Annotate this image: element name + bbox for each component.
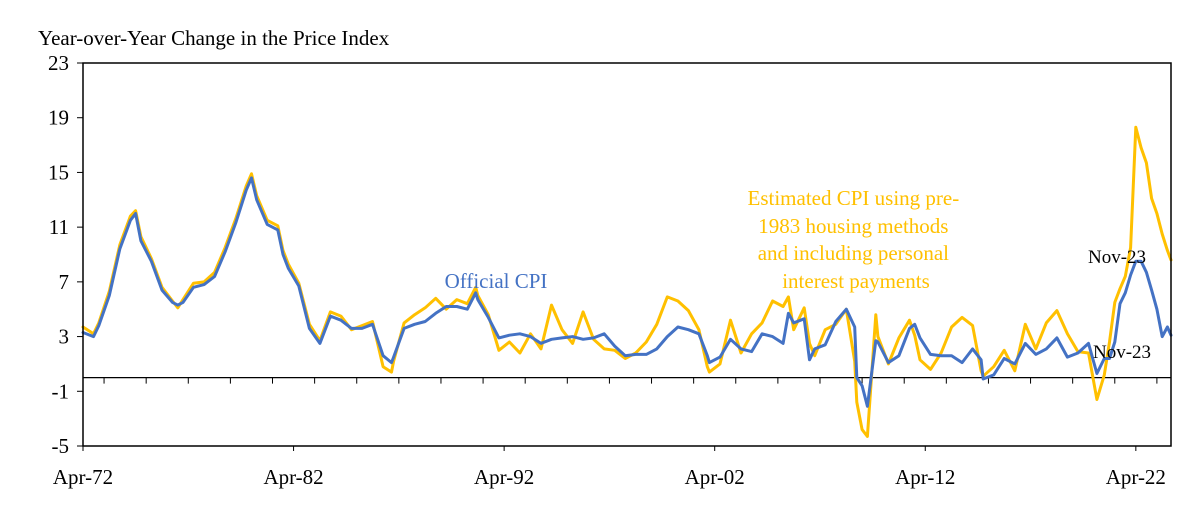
official-cpi-label: Official CPI [445,269,548,293]
x-axis: Apr-72 Apr-82 Apr-92 Apr-02 Apr-12 Apr-22 [53,446,1166,489]
estimated-cpi-line [81,125,1173,438]
nov-23-estimated-label: Nov-23 [1088,247,1146,268]
x-tick-label: Apr-02 [685,465,745,489]
nov-23-official-label: Nov-23 [1093,342,1151,363]
plot-frame [82,62,1172,447]
y-tick-label: 11 [49,215,69,239]
estimated-cpi-label-line-4: interest payments [782,269,930,293]
y-tick-label: -5 [52,434,70,458]
x-tick-label: Apr-22 [1106,465,1166,489]
estimated-cpi-label-line-1: Estimated CPI using pre- [748,186,960,210]
y-tick-label: 15 [48,160,69,184]
estimated-cpi-label: Estimated CPI using pre- 1983 housing me… [748,186,965,293]
estimated-cpi-label-line-3: and including personal [758,241,949,265]
y-tick-label: 7 [59,270,70,294]
y-tick-label: 19 [48,106,69,130]
series-layer [81,125,1173,438]
y-tick-label: 3 [59,325,70,349]
x-tick-label: Apr-82 [263,465,323,489]
annotations: Official CPI Estimated CPI using pre- 19… [445,186,1151,363]
y-axis: -5 -1 3 7 11 15 19 23 [48,51,83,458]
official-cpi-line [81,176,1173,408]
chart-title: Year-over-Year Change in the Price Index [38,26,390,50]
estimated-cpi-label-line-2: 1983 housing methods [758,214,948,238]
x-tick-label: Apr-92 [474,465,534,489]
y-tick-label: 23 [48,51,69,75]
x-tick-label: Apr-12 [895,465,955,489]
x-tick-label: Apr-72 [53,465,113,489]
y-tick-label: -1 [52,379,70,403]
